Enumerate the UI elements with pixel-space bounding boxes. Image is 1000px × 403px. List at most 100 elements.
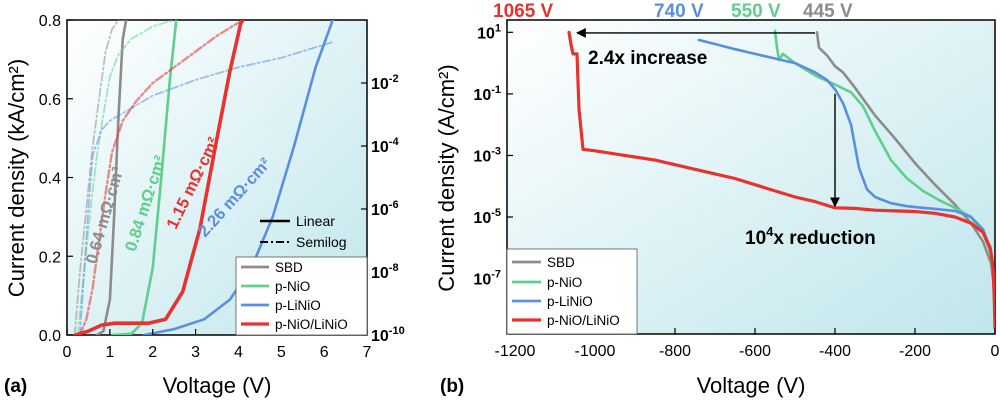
a-y-tick-label: 0.6	[39, 92, 61, 109]
a-series-sbd-linear	[95, 20, 128, 335]
panel-b-series	[567, 29, 995, 330]
style-legend-linear-label: Linear	[296, 213, 335, 229]
style-legend-semilog-label: Semilog	[296, 234, 347, 250]
a-y2-tick-label-exp: -2	[389, 73, 399, 85]
b-y-tick-label-exp: -1	[491, 84, 501, 96]
b-y-tick-label-exp: -5	[491, 207, 501, 219]
b-y-tick-label-base: 10	[473, 272, 491, 289]
annotation-reduction-base: 10	[745, 228, 766, 249]
a-y-tick-label: 0.0	[39, 328, 61, 345]
a-x-tick-label: 0	[63, 344, 72, 361]
a-y2-tick-label: 10-10	[371, 325, 405, 345]
a-y2-tick-label-exp: -4	[389, 136, 400, 148]
a-y2-tick-label-exp: -10	[389, 325, 405, 337]
a-x-tick-label: 2	[148, 344, 157, 361]
b-y-tick-label: 101	[477, 22, 501, 42]
a-y2-tick-label: 10-2	[371, 73, 399, 93]
a-series-sbd-semilog	[73, 20, 128, 335]
panel-b-x-label: Voltage (V)	[697, 373, 806, 398]
a-series-p-nio-linear	[110, 20, 178, 335]
b-y-tick-label: 10-5	[473, 207, 501, 227]
annotation-reduction-exp: 4	[766, 224, 774, 239]
a-y2-tick-label: 10-8	[371, 262, 399, 282]
a-y2-tick-label-base: 10	[371, 139, 389, 156]
a-series-p-nio-semilog	[76, 20, 175, 335]
a-y2-tick-label-base: 10	[371, 202, 389, 219]
panel-b-y-label: Current density (A/cm²)	[434, 64, 459, 291]
b-x-tick-label: -1000	[575, 343, 616, 360]
b-y-tick-label-exp: -7	[491, 269, 501, 281]
legend-b-p-nio-linio-label: p-NiO/LiNiO	[547, 313, 620, 328]
b-y-tick-label: 10-3	[473, 145, 501, 165]
breakdown-label-p-nio-linio: 1065 V	[493, 1, 554, 22]
panel-b-breakdown-labels: 1065 V 740 V 550 V 445 V	[493, 1, 853, 22]
legend-a-p-linio-label: p-LiNiO	[275, 298, 321, 313]
panel-a-legend: SBD p-NiO p-LiNiO p-NiO/LiNiO	[235, 256, 368, 336]
a-y2-tick-label-base: 10	[371, 328, 389, 345]
b-x-tick-label: 0	[991, 343, 1000, 360]
b-y-tick-label: 10-7	[473, 269, 501, 289]
a-x-tick-label: 6	[320, 344, 329, 361]
b-x-tick-label: -800	[659, 343, 691, 360]
b-y-tick-label-base: 10	[473, 148, 491, 165]
panel-b-arrows	[576, 28, 840, 208]
a-y-tick-label: 0.4	[39, 171, 61, 188]
b-series-p-linio	[697, 38, 995, 299]
b-x-tick-label: -1200	[495, 343, 536, 360]
a-x-tick-label: 4	[234, 344, 243, 361]
panel-b-x-ticks: -1200 -1000 -800 -600 -400 -200 0	[495, 328, 1000, 360]
panel-a-style-legend: Linear Semilog	[260, 213, 347, 250]
b-y-tick-label-base: 10	[473, 210, 491, 227]
annotation-reduction-text: x reduction	[773, 228, 875, 249]
panel-b-legend: SBD p-NiO p-LiNiO p-NiO/LiNiO	[506, 248, 638, 335]
b-series-sbd	[815, 30, 995, 305]
b-x-tick-label: -200	[899, 343, 931, 360]
b-series-p-nio-linio	[567, 30, 995, 330]
breakdown-label-p-nio: 550 V	[731, 1, 781, 22]
panel-a-x-ticks: 0 1 2 3 4 5 6 7	[63, 329, 372, 361]
b-y-tick-label-exp: 1	[495, 22, 501, 34]
a-y2-tick-label: 10-4	[371, 136, 399, 156]
a-x-tick-label: 1	[105, 344, 114, 361]
legend-b-p-linio-label: p-LiNiO	[547, 294, 593, 309]
a-y2-tick-label-exp: -8	[389, 262, 399, 274]
a-y-tick-label: 0.8	[39, 13, 61, 30]
annotation-increase: 2.4x increase	[588, 48, 707, 69]
a-series-p-nio-linio-linear	[73, 20, 245, 335]
legend-b-p-nio-label: p-NiO	[547, 275, 582, 290]
a-y2-tick-label: 10-6	[371, 199, 399, 219]
a-y2-tick-label-base: 10	[371, 265, 389, 282]
b-x-tick-label: -600	[739, 343, 771, 360]
panel-a-y-ticks: 0.0 0.2 0.4 0.6 0.8	[39, 13, 73, 345]
panel-b-panel-label: (b)	[440, 376, 464, 397]
breakdown-label-sbd: 445 V	[803, 1, 853, 22]
panel-a-legend-box	[235, 256, 368, 336]
b-y-tick-label-base: 10	[477, 25, 495, 42]
panel-a-panel-label: (a)	[4, 376, 27, 397]
a-series-p-linio-semilog	[79, 41, 334, 335]
a-x-tick-label: 3	[191, 344, 200, 361]
b-x-tick-label: -400	[819, 343, 851, 360]
panel-a-x-label: Voltage (V)	[163, 373, 272, 398]
a-x-tick-label: 7	[363, 344, 372, 361]
a-y-tick-label: 0.2	[39, 249, 61, 266]
annotation-reduction: 104x reduction	[745, 224, 876, 249]
legend-a-p-nio-linio-label: p-NiO/LiNiO	[275, 317, 348, 332]
a-y2-tick-label-base: 10	[371, 76, 389, 93]
a-x-tick-label: 5	[277, 344, 286, 361]
a-series-p-nio-linio-semilog	[78, 20, 244, 335]
legend-a-sbd-label: SBD	[275, 260, 303, 275]
panel-b: -1200 -1000 -800 -600 -400 -200 0 10110-110-31…	[434, 1, 1000, 398]
b-y-tick-label: 10-1	[473, 84, 501, 104]
legend-a-p-nio-label: p-NiO	[275, 279, 310, 294]
b-y-tick-label-exp: -3	[491, 145, 501, 157]
b-y-tick-label-base: 10	[473, 87, 491, 104]
panel-a-y-label: Current density (kA/cm²)	[4, 59, 29, 297]
legend-b-sbd-label: SBD	[547, 255, 575, 270]
a-y2-tick-label-exp: -6	[389, 199, 399, 211]
breakdown-label-p-linio: 740 V	[654, 1, 704, 22]
